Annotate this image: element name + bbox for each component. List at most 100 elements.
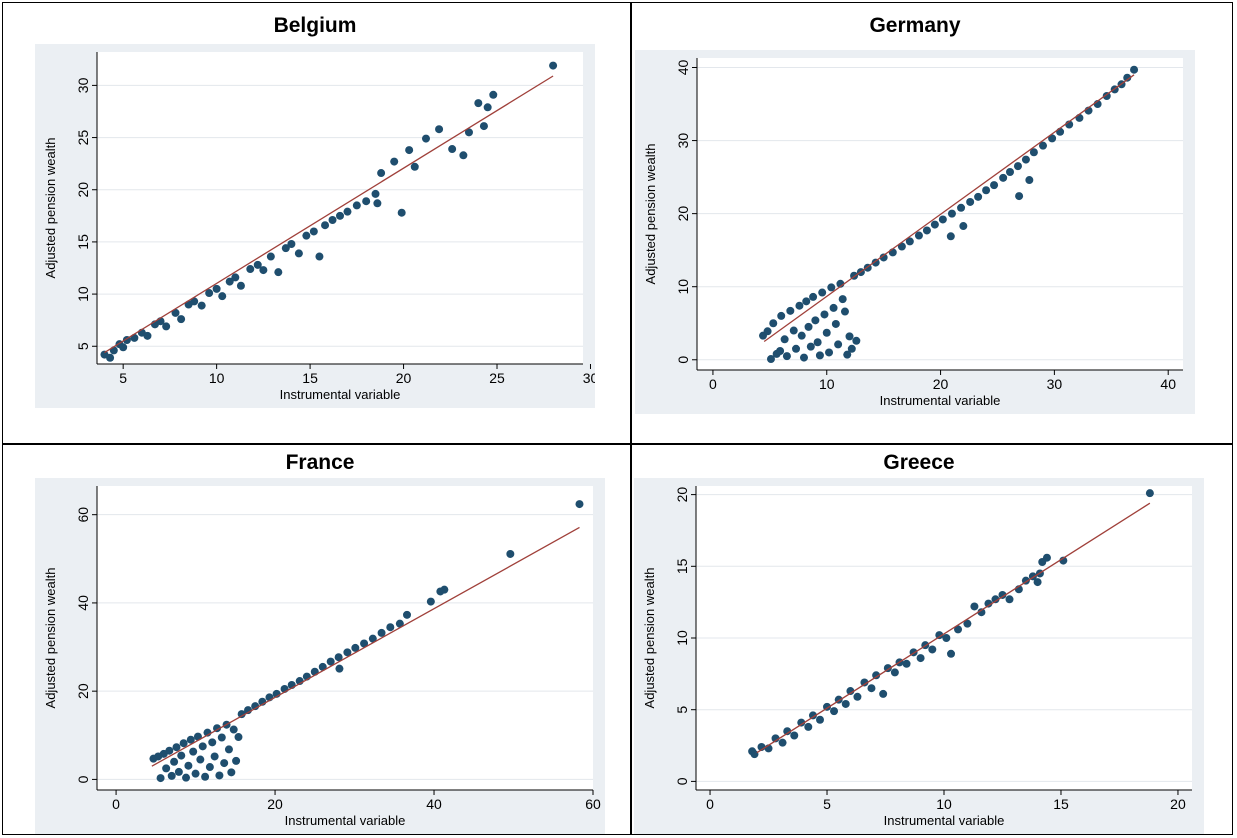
- y-tick-label: 0: [75, 775, 91, 783]
- data-point: [371, 189, 380, 198]
- data-point: [506, 549, 515, 558]
- data-point: [231, 273, 240, 282]
- data-point: [843, 350, 852, 359]
- data-point: [186, 735, 195, 744]
- data-point: [403, 610, 411, 619]
- data-point: [1039, 141, 1048, 150]
- x-tick-label: 20: [1170, 796, 1186, 812]
- y-axis-label: Adjusted pension wealth: [642, 568, 657, 709]
- data-point: [377, 169, 386, 178]
- x-tick-label: 10: [936, 796, 952, 812]
- data-point: [1021, 155, 1030, 164]
- data-point: [218, 292, 227, 301]
- data-point: [189, 747, 198, 756]
- y-tick-label: 20: [674, 487, 690, 503]
- data-point: [847, 344, 856, 353]
- data-point: [227, 768, 236, 777]
- data-point: [818, 288, 827, 297]
- data-point: [783, 727, 792, 736]
- data-point: [1013, 162, 1022, 171]
- x-tick-label: 15: [1053, 796, 1069, 812]
- data-point: [197, 301, 206, 310]
- x-tick-label: 20: [933, 376, 949, 392]
- data-point: [879, 253, 888, 262]
- chart-title: France: [285, 451, 355, 474]
- data-point: [143, 331, 152, 340]
- data-point: [343, 648, 352, 657]
- data-point: [922, 226, 931, 235]
- fit-line: [151, 526, 580, 767]
- data-point: [196, 755, 205, 764]
- data-point: [914, 231, 923, 240]
- data-point: [1005, 167, 1014, 176]
- y-tick-label: 30: [75, 77, 91, 93]
- plot-region: [97, 486, 593, 790]
- data-point: [990, 181, 999, 190]
- scatter-plot-greece: 0 5 10 15 20 0 5 10 15 20 Instrumental variable Adj…: [634, 478, 1204, 834]
- data-point: [999, 173, 1008, 182]
- data-point: [362, 197, 371, 206]
- data-point: [459, 151, 468, 160]
- data-point: [309, 227, 318, 236]
- data-point: [780, 335, 789, 344]
- data-point: [156, 774, 165, 783]
- y-axis-label: Adjusted pension wealth: [643, 144, 658, 285]
- data-point: [966, 197, 975, 206]
- data-point: [172, 743, 181, 752]
- data-point: [797, 331, 806, 340]
- data-point: [201, 772, 210, 781]
- data-point: [811, 316, 820, 325]
- data-point: [977, 608, 986, 617]
- data-point: [395, 619, 404, 628]
- data-point: [167, 771, 176, 780]
- data-point: [804, 322, 813, 331]
- y-tick-label: 40: [75, 595, 91, 611]
- data-point: [336, 211, 344, 220]
- data-point: [426, 597, 435, 606]
- data-point: [205, 763, 214, 772]
- data-point: [782, 352, 791, 361]
- y-tick-label: 10: [674, 630, 690, 646]
- x-tick-label: 40: [1160, 376, 1176, 392]
- data-point: [170, 757, 179, 766]
- y-tick-label: 60: [75, 507, 91, 523]
- data-point: [1123, 73, 1132, 82]
- data-point: [171, 308, 180, 317]
- data-point: [182, 773, 191, 782]
- data-point: [838, 295, 847, 304]
- data-point: [377, 628, 386, 637]
- y-tick-label: 5: [674, 706, 690, 714]
- data-point: [236, 281, 245, 290]
- data-point: [795, 301, 804, 310]
- data-point: [318, 662, 327, 671]
- y-tick-label: 15: [75, 234, 91, 250]
- x-tick-label: 30: [583, 370, 595, 386]
- data-point: [360, 639, 369, 648]
- data-point: [802, 297, 811, 306]
- x-tick-label: 25: [489, 370, 505, 386]
- y-tick-label: 15: [674, 558, 690, 574]
- data-point: [177, 751, 186, 760]
- y-tick-label: 20: [675, 206, 691, 222]
- data-point: [786, 306, 795, 315]
- y-axis-label: Adjusted pension wealth: [43, 568, 58, 709]
- data-point: [274, 268, 283, 277]
- data-point: [840, 307, 849, 316]
- data-point: [229, 725, 238, 734]
- x-tick-label: 40: [426, 796, 442, 812]
- data-point: [827, 283, 836, 292]
- data-point: [902, 659, 911, 668]
- data-point: [184, 761, 193, 770]
- data-point: [1005, 595, 1014, 604]
- data-point: [769, 319, 778, 328]
- data-point: [287, 240, 296, 248]
- x-axis-label: Instrumental variable: [880, 393, 1001, 408]
- data-point: [766, 355, 775, 364]
- data-point: [763, 327, 772, 336]
- data-point: [489, 90, 498, 99]
- data-point: [162, 764, 171, 773]
- data-point: [198, 742, 207, 751]
- data-point: [335, 664, 344, 673]
- data-point: [806, 342, 815, 351]
